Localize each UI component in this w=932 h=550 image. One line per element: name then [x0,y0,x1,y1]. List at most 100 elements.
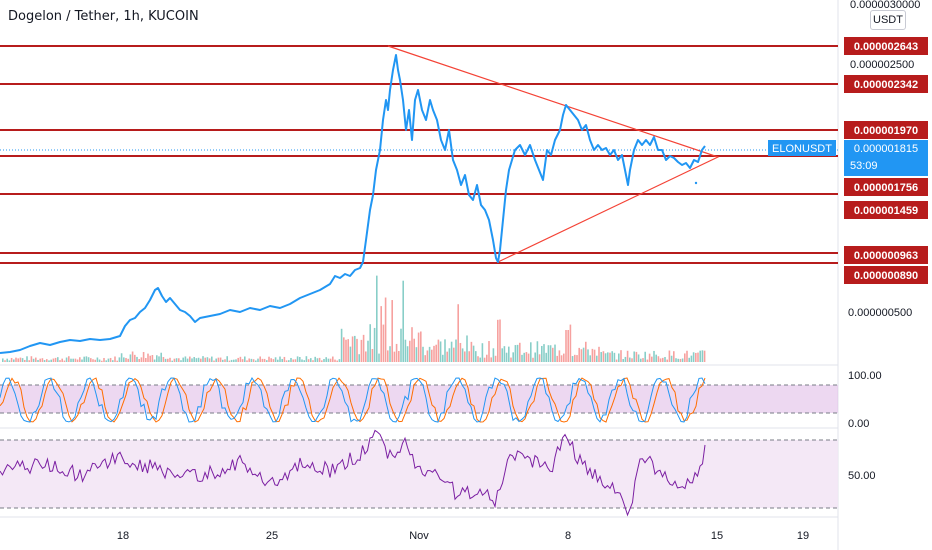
volume-bar [472,345,475,362]
volume-bar [444,339,446,362]
volume-bar [54,357,57,362]
volume-bar [699,350,701,362]
volume-bar [670,355,673,362]
volume-bar [519,342,521,362]
level-price-label: 0.000001459 [854,205,918,217]
symmetrical-triangle [387,45,720,263]
volume-bar [230,359,233,362]
volume-bar [470,341,473,362]
volume-bar [431,349,433,362]
volume-bar [61,358,63,362]
volume-bar [241,359,244,362]
volume-bar [107,358,110,362]
symbol-label-bg [768,140,836,156]
volume-bar [409,340,411,362]
volume-bar [422,346,424,362]
volume-bar [598,346,600,362]
level-price-label-bg [844,246,928,264]
volume-bar [123,357,125,362]
volume-bar [380,306,382,362]
volume-bar [692,352,695,362]
volume-bar [424,355,426,362]
volume-bar [151,355,154,362]
volume-bar [312,360,314,362]
volume-bar [215,358,217,362]
volume-bar [184,356,187,362]
level-price-label-bg [844,266,928,284]
volume-bar [367,340,369,362]
volume-bar [549,345,552,362]
current-price-label: 0.000001815 [854,143,918,155]
volume-bar [499,319,501,362]
volume-bar [615,359,618,362]
volume-bar [402,280,404,362]
volume-bar [371,348,374,362]
volume-bar [673,351,675,362]
volume-bar [618,353,620,362]
volume-bar [98,359,101,362]
volume-bar [642,358,644,362]
volume-bar [446,351,448,362]
volume-bar [131,351,134,362]
volume-bar [514,345,517,362]
volume-bar [620,350,622,362]
volume-bar [35,357,37,362]
stochastic-band [0,385,838,413]
volume-bar [455,339,457,362]
candle-countdown: 53:09 [850,160,878,172]
volume-bar [325,357,327,362]
current-price-label-bg [844,140,928,176]
volume-bar [494,355,497,362]
volume-bar [43,360,46,362]
volume-bar [292,359,294,362]
volume-bar [296,356,299,362]
volume-bar [475,351,477,362]
volume-series [2,275,706,362]
volume-bar [65,357,68,362]
stochastic-d-line [0,377,706,423]
volume-bar [158,356,160,362]
volume-bar [481,343,484,362]
volume-bar [334,359,336,362]
volume-bar [525,352,528,362]
volume-bar [701,350,704,362]
volume-bar [222,359,224,362]
volume-bar [664,356,666,362]
volume-bar [270,358,272,362]
volume-bar [332,356,334,362]
volume-bar [114,356,116,362]
volume-bar [376,275,378,362]
volume-bar [41,358,44,362]
volume-bar [365,351,367,362]
price-series-line [0,54,706,354]
volume-bar [329,358,332,362]
volume-bar [589,355,591,362]
volume-bar [378,353,380,362]
volume-bar [635,351,638,362]
volume-bar [600,352,602,362]
volume-bar [197,357,200,362]
volume-bar [567,329,569,362]
volume-bar [668,350,671,362]
volume-bar [464,351,466,362]
volume-bar [81,359,83,362]
volume-bar [697,352,699,362]
currency-unit-button[interactable]: USDT [870,10,906,30]
volume-bar [666,359,668,362]
volume-bar [640,358,642,362]
volume-bar [303,360,305,362]
volume-bar [182,357,184,362]
volume-bar [578,347,580,362]
volume-bar [602,351,605,362]
volume-bar [112,360,114,362]
volume-bar [653,350,655,362]
volume-bar [633,351,635,362]
volume-bar [323,358,325,362]
volume-bar [651,356,653,362]
volume-bar [382,324,385,362]
volume-bar [662,357,664,362]
volume-bar [604,353,607,362]
volume-bar [48,360,50,362]
volume-bar [272,359,275,362]
